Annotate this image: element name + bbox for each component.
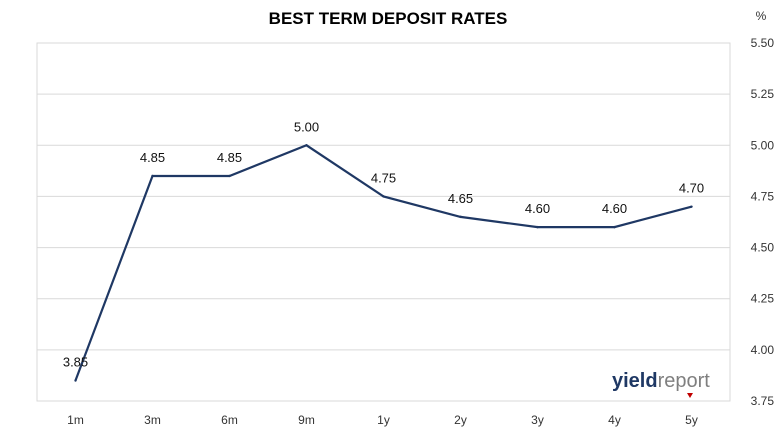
data-label: 5.00 xyxy=(294,119,319,134)
data-points xyxy=(74,144,693,382)
data-point xyxy=(305,144,308,147)
data-label: 4.60 xyxy=(525,201,550,216)
data-point xyxy=(536,225,539,229)
yieldreport-logo: yieldreport xyxy=(612,370,710,398)
data-point xyxy=(690,205,693,208)
x-tick-label: 1m xyxy=(67,413,84,427)
grid-lines xyxy=(37,42,730,402)
logo-text-yield: yield xyxy=(612,370,658,392)
data-point xyxy=(613,225,616,229)
chart-title: BEST TERM DEPOSIT RATES xyxy=(269,9,508,28)
x-tick-label: 6m xyxy=(221,413,238,427)
y-tick-label: 5.50 xyxy=(751,36,775,50)
plot-area xyxy=(36,42,731,402)
data-label: 4.75 xyxy=(371,170,396,185)
y-unit-label: % xyxy=(756,9,767,23)
data-point xyxy=(459,215,462,219)
x-tick-label: 2y xyxy=(454,413,467,427)
x-tick-label: 3y xyxy=(531,413,544,427)
data-label: 3.85 xyxy=(63,355,88,370)
y-tick-label: 4.50 xyxy=(751,241,775,255)
y-tick-label: 4.25 xyxy=(751,292,775,306)
y-axis-ticks: 3.75 4.00 4.25 4.50 4.75 5.00 5.25 5.50 xyxy=(751,36,775,408)
data-label: 4.60 xyxy=(602,201,627,216)
x-tick-label: 5y xyxy=(685,413,698,427)
y-tick-label: 5.00 xyxy=(751,138,775,152)
x-axis-ticks: 1m 3m 6m 9m 1y 2y 3y 4y 5y xyxy=(67,413,698,427)
data-point xyxy=(382,195,385,198)
data-label: 4.85 xyxy=(217,150,242,165)
x-tick-label: 9m xyxy=(298,413,315,427)
logo-accent-icon xyxy=(687,393,693,398)
y-tick-label: 5.25 xyxy=(751,87,775,101)
svg-text:yieldreport: yieldreport xyxy=(612,370,710,392)
data-labels: 3.85 4.85 4.85 5.00 4.75 4.65 4.60 4.60 4.70 xyxy=(63,119,704,369)
y-tick-label: 4.75 xyxy=(751,189,775,203)
data-point xyxy=(228,174,231,178)
data-label: 4.70 xyxy=(679,181,704,196)
x-tick-label: 3m xyxy=(144,413,161,427)
y-tick-label: 3.75 xyxy=(751,394,775,408)
x-tick-label: 4y xyxy=(608,413,621,427)
x-tick-label: 1y xyxy=(377,413,390,427)
data-label: 4.85 xyxy=(140,150,165,165)
data-point xyxy=(151,174,154,178)
data-point xyxy=(74,379,77,382)
data-label: 4.65 xyxy=(448,191,473,206)
logo-text-report: report xyxy=(658,370,711,392)
y-tick-label: 4.00 xyxy=(751,343,775,357)
